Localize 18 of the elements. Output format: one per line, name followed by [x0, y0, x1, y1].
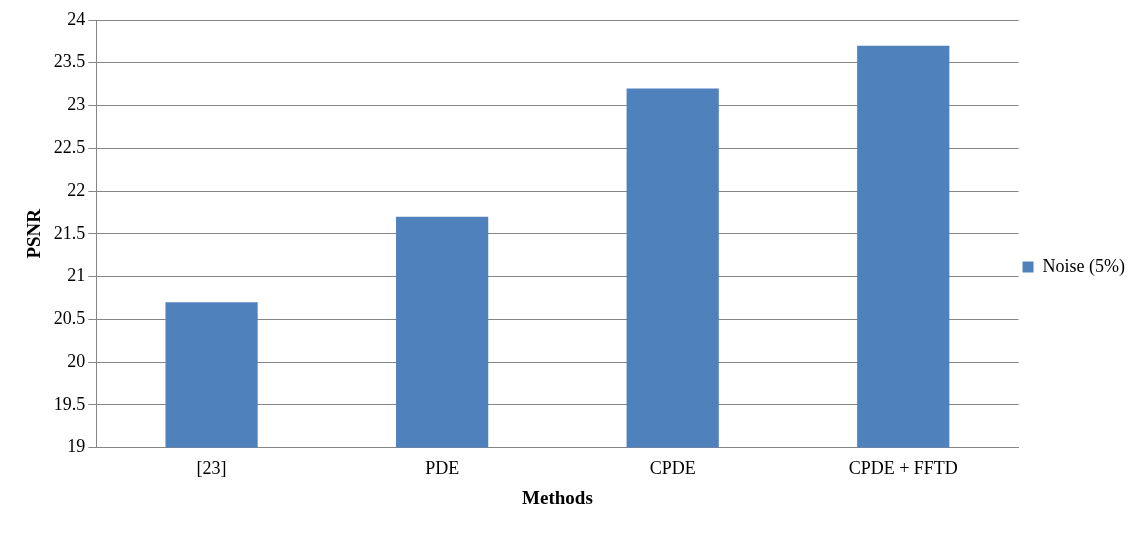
x-tick-label: PDE — [425, 458, 460, 479]
x-tick-label: CPDE + FFTD — [848, 458, 958, 479]
y-axis-title: PSNR — [23, 208, 45, 259]
y-tick-label: 19.5 — [53, 393, 86, 414]
y-tick-label: 22 — [67, 179, 86, 200]
x-tick-label: [23] — [196, 458, 227, 479]
legend-label: Noise (5%) — [1042, 255, 1126, 277]
y-tick-label: 20 — [67, 350, 86, 371]
x-tick-label: CPDE — [649, 458, 696, 479]
y-tick-label: 19 — [67, 436, 86, 457]
y-tick-label: 23 — [67, 94, 86, 115]
y-tick-label: 21.5 — [53, 222, 86, 243]
y-tick-label: 24 — [67, 8, 86, 29]
x-axis-title: Methods — [522, 486, 593, 508]
y-tick-label: 23.5 — [53, 51, 86, 72]
y-tick-label: 21 — [67, 265, 86, 286]
y-tick-label: 20.5 — [53, 308, 86, 329]
y-tick-label: 22.5 — [53, 137, 86, 158]
